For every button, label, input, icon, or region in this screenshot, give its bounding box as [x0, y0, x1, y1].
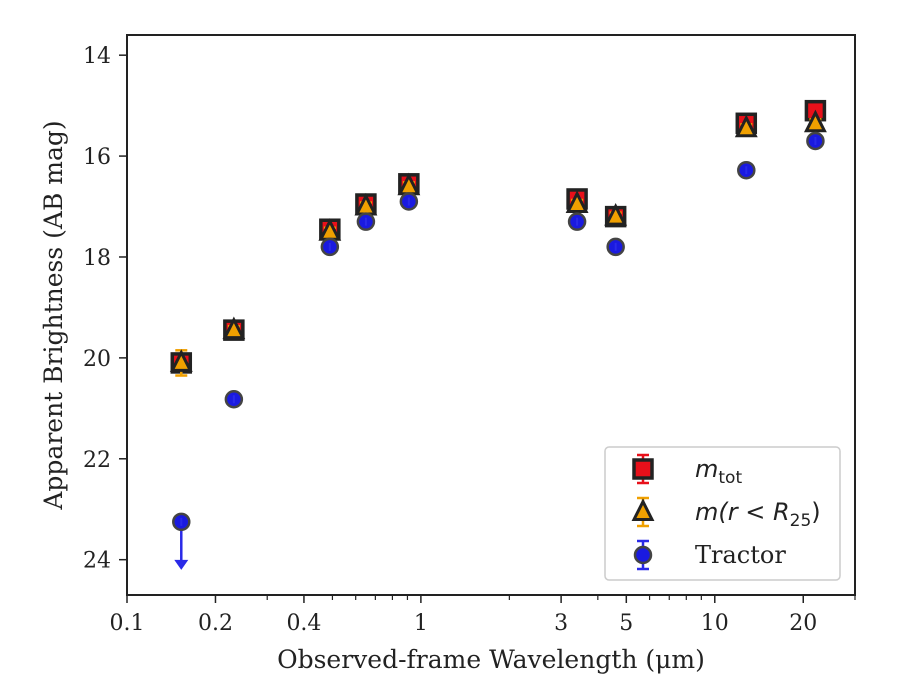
series-layer: [169, 99, 827, 570]
legend-entry: Tractor: [633, 539, 786, 571]
x-tick-label: 5: [619, 611, 633, 636]
legend-marker: [631, 498, 655, 521]
upper-limit-arrowhead: [174, 559, 189, 570]
legend-entry: mtot: [632, 453, 742, 488]
legend-box: [604, 446, 841, 581]
x-tick-label: 0.2: [198, 611, 233, 636]
y-axis-label: Apparent Brightness (AB mag): [39, 120, 68, 510]
y-tick-label: 18: [83, 246, 111, 271]
legend-label: mtot: [695, 455, 742, 488]
x-tick-label: 1: [414, 611, 428, 636]
x-tick-label: 3: [554, 611, 568, 636]
x-axis: 0.1 0.2 0.4 1 3 5 10 20: [110, 595, 856, 636]
data-point: [604, 202, 628, 226]
y-tick-label: 16: [83, 145, 111, 170]
x-tick-label: 20: [789, 611, 817, 636]
x-tick-label: 0.1: [110, 611, 145, 636]
legend-label: Tractor: [695, 541, 786, 569]
y-tick-label: 24: [83, 549, 111, 574]
series-triangle: [169, 109, 827, 377]
data-point: [565, 190, 589, 213]
legend-marker: [633, 545, 653, 565]
x-tick-label: 10: [701, 611, 729, 636]
x-tick-label: 0.4: [286, 611, 321, 636]
data-point: [734, 114, 758, 138]
legend-entry: m(r < R25): [631, 496, 821, 531]
data-point: [222, 316, 246, 340]
x-axis-label: Observed-frame Wavelength (μm): [277, 645, 705, 674]
series-circle: [172, 131, 825, 570]
data-point: [803, 109, 827, 133]
plot-frame: [126, 34, 856, 596]
legend-label: m(r < R25): [695, 498, 821, 531]
y-axis: 14 16 18 20 22 24: [83, 44, 127, 574]
legend: mtot m(r < R25) Tractor: [604, 446, 841, 581]
data-point: [169, 349, 193, 372]
y-tick-label: 22: [83, 448, 111, 473]
y-tick-label: 20: [83, 347, 111, 372]
y-tick-label: 14: [83, 44, 111, 69]
legend-marker: [632, 458, 654, 480]
